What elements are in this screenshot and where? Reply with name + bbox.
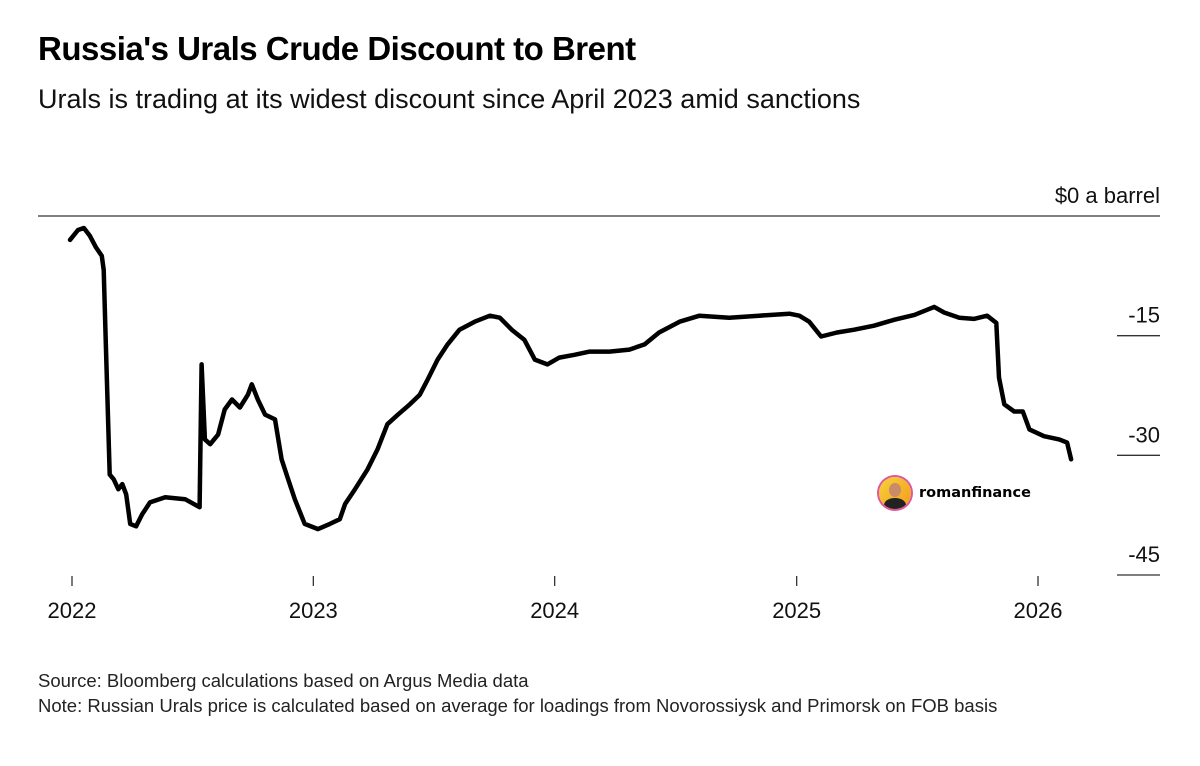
y-tick-label: $0 a barrel bbox=[1055, 183, 1160, 208]
watermark-text: romanfinance bbox=[919, 485, 1031, 501]
x-tick-label: 2024 bbox=[530, 598, 579, 623]
footnote: Note: Russian Urals price is calculated … bbox=[38, 695, 998, 716]
x-tick-label: 2023 bbox=[289, 598, 338, 623]
chart-subtitle: Urals is trading at its widest discount … bbox=[38, 84, 861, 114]
x-tick-label: 2026 bbox=[1014, 598, 1063, 623]
x-tick-label: 2025 bbox=[772, 598, 821, 623]
watermark: romanfinance bbox=[879, 477, 1031, 509]
source-note: Source: Bloomberg calculations based on … bbox=[38, 670, 529, 691]
y-tick-label: -15 bbox=[1128, 303, 1160, 328]
x-tick-label: 2022 bbox=[48, 598, 97, 623]
y-tick-label: -45 bbox=[1128, 542, 1160, 567]
avatar bbox=[879, 477, 911, 509]
chart-title: Russia's Urals Crude Discount to Brent bbox=[38, 30, 636, 67]
series-line bbox=[67, 225, 1074, 532]
y-tick-label: -30 bbox=[1128, 422, 1160, 447]
